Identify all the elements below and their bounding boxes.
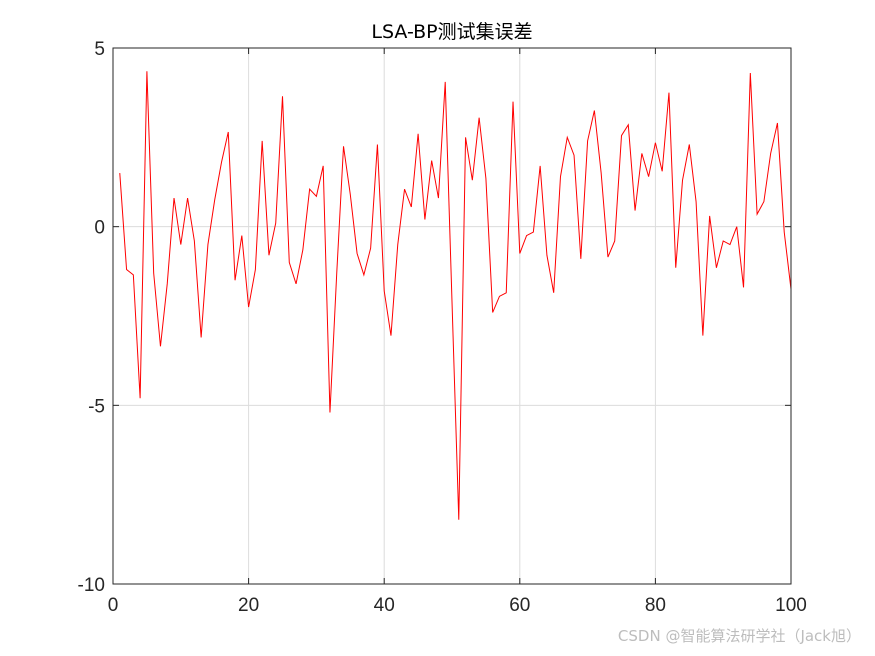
x-tick-label: 80 [645,595,666,616]
y-tick-label: 5 [94,39,105,60]
x-tick-label: 0 [108,595,119,616]
data-layer [119,71,792,520]
series-line [119,71,792,520]
tick-labels: 0 20 40 60 80 100 -10 -5 0 5 [78,39,807,616]
chart-title: LSA-BP测试集误差 [371,21,532,43]
ticks [112,47,792,585]
x-tick-label: 40 [374,595,395,616]
watermark: CSDN @智能算法研学社（Jack旭） [617,627,861,645]
x-tick-label: 60 [509,595,530,616]
y-tick-label: 0 [94,218,105,239]
axes-box [112,47,792,585]
y-tick-label: -10 [78,575,105,596]
x-tick-label: 100 [775,595,807,616]
x-tick-label: 20 [238,595,259,616]
y-tick-label: -5 [88,396,105,417]
